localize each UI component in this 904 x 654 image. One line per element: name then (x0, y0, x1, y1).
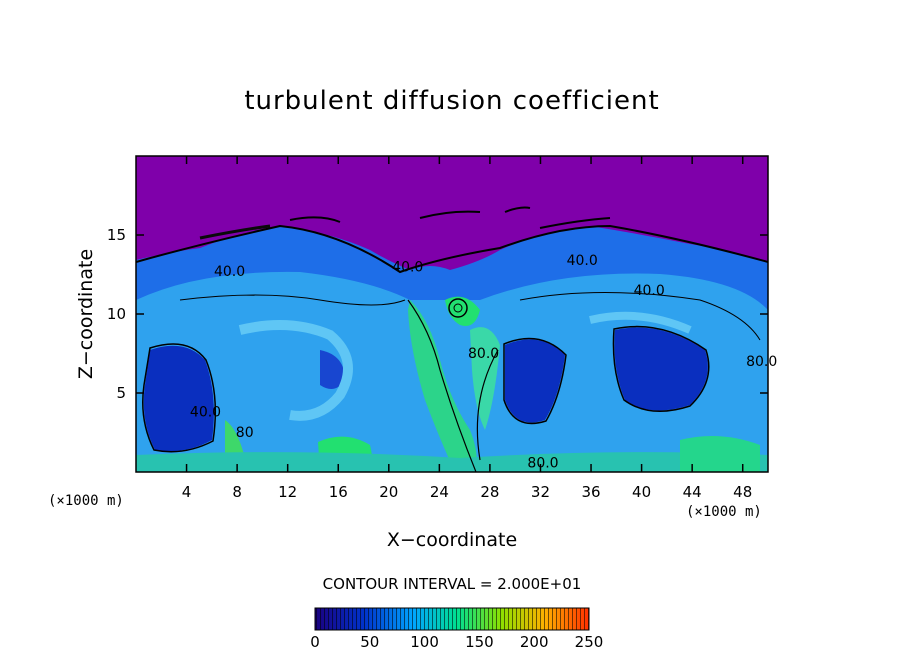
x-tick-label: 36 (581, 483, 600, 501)
colorbar-tick-label: 50 (360, 633, 379, 651)
contour-interval-text: CONTOUR INTERVAL = 2.000E+01 (322, 575, 582, 593)
x-tick-label: 20 (379, 483, 398, 501)
y-tick-label: 5 (116, 384, 126, 402)
colorbar-tick-label: 200 (520, 633, 549, 651)
contour-label: 40.0 (190, 405, 221, 421)
x-tick-label: 4 (182, 483, 192, 501)
x-axis-ticks: 4 8 12 16 20 24 28 32 36 40 44 48 (182, 156, 752, 501)
y-axis-title: Z−coordinate (75, 249, 97, 379)
x-axis-title: X−coordinate (387, 529, 517, 551)
contour-label: 40.0 (214, 264, 245, 280)
y-axis-ticks: 5 10 15 (107, 226, 768, 402)
y-tick-label: 10 (107, 305, 126, 323)
contour-label: 80.0 (527, 455, 558, 471)
contour-label: 40.0 (634, 283, 665, 299)
contour-labels: 40.0 40.0 80 40.0 40.0 40.0 80.0 80.0 80.0 (190, 253, 777, 471)
contour-label: 80 (236, 425, 254, 441)
y-axis-unit: (×1000 m) (686, 504, 762, 520)
x-tick-label: 8 (232, 483, 242, 501)
contour-label: 40.0 (567, 253, 598, 269)
x-tick-label: 40 (632, 483, 651, 501)
x-tick-label: 12 (278, 483, 297, 501)
y-tick-label: 15 (107, 226, 126, 244)
x-tick-label: 24 (430, 483, 449, 501)
x-tick-label: 28 (480, 483, 499, 501)
x-tick-label: 16 (329, 483, 348, 501)
x-tick-label: 48 (733, 483, 752, 501)
x-axis-unit: (×1000 m) (48, 493, 124, 509)
x-tick-label: 32 (531, 483, 550, 501)
colorbar-tick-label: 250 (575, 633, 604, 651)
chart-title: turbulent diffusion coefficient (244, 86, 660, 116)
colorbar (314, 607, 590, 631)
colorbar-frame (314, 607, 590, 631)
colorbar-stripes (315, 608, 589, 630)
heatmap-field (136, 156, 768, 472)
contour-label: 80.0 (746, 354, 777, 370)
colorbar-ticks: 0 50 100 150 200 250 (310, 633, 603, 651)
x-tick-label: 44 (683, 483, 702, 501)
contour-label: 40.0 (392, 259, 423, 275)
colorbar-tick-label: 100 (410, 633, 439, 651)
contour-label: 80.0 (468, 346, 499, 362)
colorbar-tick-label: 0 (310, 633, 320, 651)
colorbar-tick-label: 150 (465, 633, 494, 651)
